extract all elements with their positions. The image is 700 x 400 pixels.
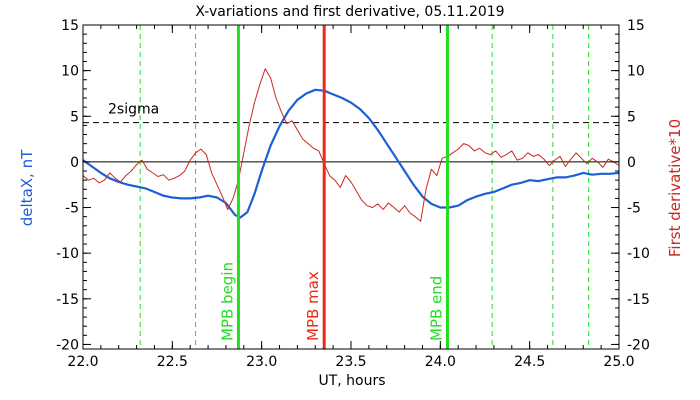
y-tick-label-right-3: 0 — [627, 155, 636, 171]
y-tick-label-left-2: 5 — [70, 109, 79, 125]
y-tick-label-left-7: -20 — [56, 337, 79, 353]
plot-frame — [82, 24, 620, 350]
marker-label-2: MPB end — [427, 276, 445, 341]
x-tick-label-4: 24.0 — [425, 354, 456, 370]
sigma-label: 2sigma — [108, 102, 159, 118]
x-axis-label: UT, hours — [318, 373, 385, 389]
y-tick-label-right-4: -5 — [627, 201, 641, 217]
x-tick-label-6: 25.0 — [603, 354, 634, 370]
y-tick-label-right-5: -10 — [627, 246, 650, 262]
y-tick-label-right-0: 15 — [627, 18, 645, 34]
x-tick-label-2: 23.0 — [246, 354, 277, 370]
marker-label-1: MPB max — [304, 271, 322, 341]
x-tick-label-1: 22.5 — [157, 354, 188, 370]
x-tick-label-0: 22.0 — [67, 354, 98, 370]
x-tick-label-5: 24.5 — [514, 354, 545, 370]
marker-label-0: MPB begin — [218, 262, 236, 341]
y-tick-label-left-6: -15 — [56, 292, 79, 308]
y-tick-label-right-6: -15 — [627, 292, 650, 308]
chart-title: X-variations and first derivative, 05.11… — [195, 4, 504, 20]
y-tick-label-left-1: 10 — [61, 64, 79, 80]
y-tick-label-left-3: 0 — [70, 155, 79, 171]
x-tick-label-3: 23.5 — [335, 354, 366, 370]
y-tick-label-right-1: 10 — [627, 64, 645, 80]
plot-area: 2sigma MPB begin MPB max MPB end 22.0 22.5 23.… — [56, 18, 650, 370]
y-tick-label-left-4: -5 — [65, 201, 79, 217]
y-tick-label-right-7: -20 — [627, 337, 650, 353]
y-tick-label-right-2: 5 — [627, 109, 636, 125]
y-tick-label-left-5: -10 — [56, 246, 79, 262]
y-tick-label-left-0: 15 — [61, 18, 79, 34]
y-axis-label-left: deltaX, nT — [18, 149, 36, 226]
y-axis-label-right: First derivative*10 — [666, 119, 684, 257]
series-line-derivative — [82, 68, 620, 222]
series-line-deltaX — [82, 88, 620, 219]
